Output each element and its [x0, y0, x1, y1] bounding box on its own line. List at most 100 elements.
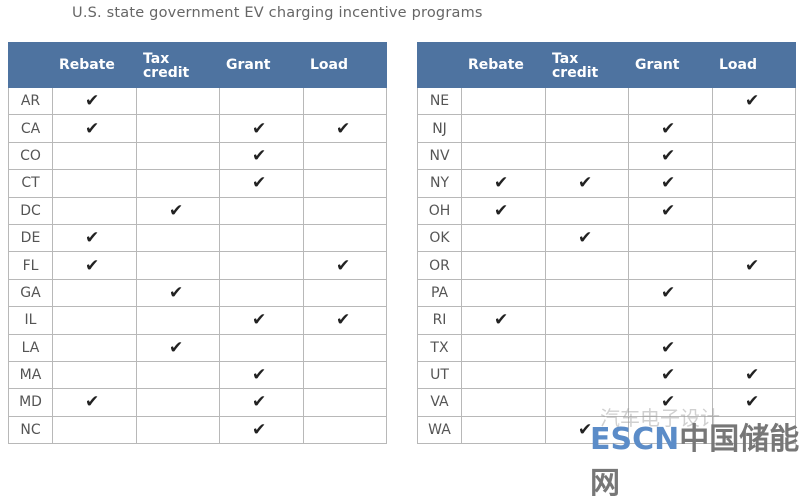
incentive-cell: [712, 223, 796, 253]
incentive-cell: ✔: [219, 388, 304, 417]
check-icon: ✔: [85, 228, 100, 249]
incentive-cell: ✔: [136, 333, 220, 362]
state-cell: DC: [8, 196, 53, 225]
incentive-cell: [136, 306, 220, 335]
incentive-cell: [712, 196, 796, 225]
state-cell: AR: [8, 86, 53, 116]
column-header: Load: [712, 42, 796, 88]
state-cell: MA: [8, 360, 53, 390]
incentive-cell: [219, 196, 304, 225]
check-icon: ✔: [252, 365, 267, 386]
check-icon: ✔: [169, 282, 184, 303]
incentive-cell: [628, 415, 713, 445]
table-row: RI ✔: [417, 306, 796, 335]
incentive-cell: [712, 278, 796, 308]
check-icon: ✔: [85, 118, 100, 139]
incentive-cell: [219, 278, 304, 308]
state-cell: VA: [417, 388, 462, 417]
incentive-cell: ✔: [712, 251, 796, 280]
incentive-cell: ✔: [303, 114, 387, 143]
incentive-table-right: Rebate Tax credit Grant Load NE ✔ NJ ✔ NV ✔ NY ✔ ✔ ✔ O…: [417, 42, 796, 445]
state-cell: CO: [8, 141, 53, 171]
incentive-cell: ✔: [303, 306, 387, 335]
incentive-cell: [461, 388, 546, 417]
column-header: Grant: [219, 42, 304, 88]
state-cell: OK: [417, 223, 462, 253]
incentive-cell: [461, 223, 546, 253]
incentive-cell: [545, 196, 629, 225]
state-cell: NJ: [417, 114, 462, 143]
incentive-cell: [303, 169, 387, 198]
incentive-cell: [136, 360, 220, 390]
table-row: OR ✔: [417, 251, 796, 280]
incentive-cell: [628, 223, 713, 253]
incentive-cell: ✔: [628, 278, 713, 308]
incentive-cell: [712, 333, 796, 362]
incentive-cell: ✔: [628, 196, 713, 225]
incentive-cell: ✔: [461, 196, 546, 225]
incentive-cell: [712, 306, 796, 335]
incentive-cell: [461, 141, 546, 171]
table-row: FL ✔ ✔: [8, 251, 387, 280]
incentive-cell: ✔: [461, 169, 546, 198]
incentive-cell: [461, 360, 546, 390]
incentive-cell: ✔: [219, 114, 304, 143]
incentive-cell: [545, 360, 629, 390]
check-icon: ✔: [252, 310, 267, 331]
column-header: [8, 42, 53, 88]
column-header: Grant: [628, 42, 713, 88]
state-cell: DE: [8, 223, 53, 253]
check-icon: ✔: [661, 392, 676, 413]
incentive-cell: ✔: [628, 388, 713, 417]
check-icon: ✔: [336, 255, 351, 276]
state-cell: NC: [8, 415, 53, 445]
check-icon: ✔: [85, 91, 100, 112]
state-cell: RI: [417, 306, 462, 335]
state-cell: MD: [8, 388, 53, 417]
check-icon: ✔: [169, 200, 184, 221]
incentive-cell: [52, 333, 137, 362]
table-row: UT ✔ ✔: [417, 360, 796, 390]
state-cell: NV: [417, 141, 462, 171]
incentive-cell: ✔: [219, 141, 304, 171]
table-row: WA ✔: [417, 415, 796, 445]
table-row: NE ✔: [417, 86, 796, 116]
table-row: MD ✔ ✔: [8, 388, 387, 417]
incentive-cell: [712, 114, 796, 143]
check-icon: ✔: [578, 419, 593, 440]
incentive-cell: [52, 306, 137, 335]
column-header: Tax credit: [136, 42, 220, 88]
state-cell: GA: [8, 278, 53, 308]
incentive-cell: [461, 251, 546, 280]
incentive-cell: [52, 196, 137, 225]
incentive-cell: [303, 360, 387, 390]
incentive-cell: [303, 141, 387, 171]
check-icon: ✔: [661, 145, 676, 166]
table-row: AR ✔: [8, 86, 387, 116]
state-cell: CA: [8, 114, 53, 143]
incentive-cell: [461, 415, 546, 445]
check-icon: ✔: [745, 91, 760, 112]
incentive-cell: [136, 86, 220, 116]
check-icon: ✔: [336, 118, 351, 139]
table-row: NJ ✔: [417, 114, 796, 143]
incentive-cell: [219, 333, 304, 362]
incentive-cell: [461, 114, 546, 143]
incentive-cell: [52, 169, 137, 198]
check-icon: ✔: [252, 419, 267, 440]
incentive-cell: ✔: [628, 333, 713, 362]
incentive-table-left: Rebate Tax credit Grant Load AR ✔ CA ✔ ✔ ✔ CO ✔ CT ✔ D…: [8, 42, 387, 445]
incentive-cell: ✔: [52, 388, 137, 417]
incentive-cell: [136, 169, 220, 198]
table-row: CA ✔ ✔ ✔: [8, 114, 387, 143]
incentive-cell: ✔: [461, 306, 546, 335]
incentive-cell: [628, 251, 713, 280]
check-icon: ✔: [336, 310, 351, 331]
table-row: DC ✔: [8, 196, 387, 225]
table-row: NC ✔: [8, 415, 387, 445]
incentive-cell: [136, 141, 220, 171]
check-icon: ✔: [494, 310, 509, 331]
incentive-cell: [136, 223, 220, 253]
state-cell: FL: [8, 251, 53, 280]
incentive-cell: [628, 306, 713, 335]
